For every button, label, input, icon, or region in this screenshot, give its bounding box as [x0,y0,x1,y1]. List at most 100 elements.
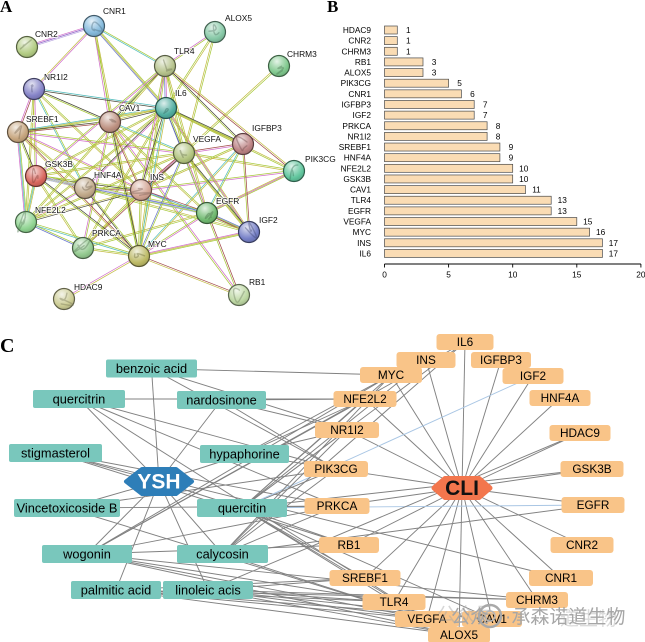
svg-text:ALOX5: ALOX5 [225,13,252,23]
svg-text:EGFR: EGFR [348,206,371,216]
svg-text:9: 9 [509,153,514,163]
svg-text:benzoic acid: benzoic acid [116,361,187,376]
svg-text:PIK3CG: PIK3CG [314,462,357,476]
svg-text:quercitrin: quercitrin [53,391,106,406]
svg-text:13: 13 [558,195,568,205]
svg-text:1: 1 [406,36,411,46]
svg-text:ALOX5: ALOX5 [344,68,371,78]
svg-text:TLR4: TLR4 [174,46,195,56]
svg-text:EGFR: EGFR [577,498,610,512]
svg-text:Vincetoxicoside B: Vincetoxicoside B [17,500,118,515]
svg-text:·承森诺道生物: ·承森诺道生物 [505,606,625,628]
svg-text:CLI: CLI [445,477,479,500]
svg-text:RB1: RB1 [249,277,266,287]
svg-text:TLR4: TLR4 [351,195,372,205]
svg-text:PRKCA: PRKCA [342,121,371,131]
svg-text:10: 10 [508,270,518,280]
svg-text:CAV1: CAV1 [350,185,371,195]
svg-text:IGF2: IGF2 [353,110,372,120]
svg-text:NFE2L2: NFE2L2 [343,392,386,406]
svg-text:stigmasterol: stigmasterol [21,445,90,460]
svg-text:17: 17 [609,248,619,258]
svg-text:11: 11 [532,185,541,195]
svg-text:VEGFA: VEGFA [343,217,371,227]
svg-text:RB1: RB1 [355,57,372,67]
svg-text:hypaphorine: hypaphorine [209,446,279,461]
svg-text:C: C [0,335,14,357]
svg-text:VEGFA: VEGFA [407,612,446,626]
svg-text:7: 7 [483,99,488,109]
svg-text:GSK3B: GSK3B [572,462,611,476]
svg-text:CHRM3: CHRM3 [341,46,371,56]
svg-text:9: 9 [509,142,514,152]
svg-text:15: 15 [583,217,593,227]
svg-text:NR1I2: NR1I2 [44,72,68,82]
svg-text:CNR1: CNR1 [348,89,371,99]
svg-text:YSH: YSH [137,471,180,494]
svg-text:15: 15 [572,270,582,280]
svg-text:IL6: IL6 [175,88,187,98]
svg-text:NR1I2: NR1I2 [330,423,363,437]
svg-text:公众号: 公众号 [437,604,494,626]
svg-text:8: 8 [496,131,501,141]
svg-text:1: 1 [406,25,411,35]
svg-text:0: 0 [382,270,387,280]
svg-text:3: 3 [432,57,437,67]
svg-text:IL6: IL6 [359,248,371,258]
svg-text:IGFBP3: IGFBP3 [341,99,371,109]
svg-text:CHRM3: CHRM3 [516,593,558,607]
svg-text:GSK3B: GSK3B [45,159,73,169]
svg-text:HDAC9: HDAC9 [560,426,600,440]
svg-text:TLR4: TLR4 [380,595,409,609]
svg-text:NR1I2: NR1I2 [347,131,371,141]
svg-text:20: 20 [636,270,645,280]
svg-text:INS: INS [150,172,164,182]
svg-text:MYC: MYC [353,227,371,237]
svg-text:IGFBP3: IGFBP3 [480,353,522,367]
svg-text:CNR1: CNR1 [103,6,126,16]
svg-text:SREBF1: SREBF1 [342,571,388,585]
svg-text:13: 13 [558,206,568,216]
svg-text:10: 10 [519,174,529,184]
svg-text:EGFR: EGFR [216,196,239,206]
svg-text:CNR2: CNR2 [566,538,598,552]
svg-text:CNR1: CNR1 [545,571,577,585]
svg-text:linoleic acis: linoleic acis [175,582,240,597]
svg-text:MYC: MYC [148,239,167,249]
svg-text:INS: INS [416,353,436,367]
svg-text:16: 16 [596,227,606,237]
svg-text:INS: INS [357,238,371,248]
svg-text:PRKCA: PRKCA [317,499,358,513]
svg-text:IL6: IL6 [457,335,474,349]
svg-text:GSK3B: GSK3B [343,174,371,184]
svg-text:calycosin: calycosin [196,546,249,561]
svg-text:PIK3CG: PIK3CG [305,154,336,164]
svg-text:SREBF1: SREBF1 [339,142,372,152]
svg-text:HNF4A: HNF4A [344,153,372,163]
svg-text:HNF4A: HNF4A [94,170,122,180]
svg-text:17: 17 [609,238,619,248]
svg-text:B: B [327,0,338,16]
svg-text:HDAC9: HDAC9 [74,282,103,292]
svg-text:A: A [0,0,13,16]
svg-text:RB1: RB1 [338,538,361,552]
svg-text:3: 3 [432,68,437,78]
svg-text:公众: 公众 [451,606,489,628]
svg-text:nardosinone: nardosinone [186,392,256,407]
svg-text:10: 10 [519,163,529,173]
svg-text:PIK3CG: PIK3CG [341,78,371,88]
svg-text:HNF4A: HNF4A [541,391,580,405]
svg-text:wogonin: wogonin [62,546,111,561]
svg-text:ALOX5: ALOX5 [440,628,478,642]
svg-text:8: 8 [496,121,501,131]
svg-text:6: 6 [470,89,475,99]
svg-text:IGF2: IGF2 [520,369,546,383]
svg-text:PRKCA: PRKCA [92,228,121,238]
svg-text:palmitic acid: palmitic acid [81,582,151,597]
svg-text:SREBF1: SREBF1 [26,114,59,124]
svg-text:VEGFA: VEGFA [193,134,221,144]
svg-text:CHRM3: CHRM3 [287,49,317,59]
svg-text:IGF2: IGF2 [259,215,278,225]
svg-text:MYC: MYC [378,368,405,382]
svg-text:7: 7 [483,110,488,120]
